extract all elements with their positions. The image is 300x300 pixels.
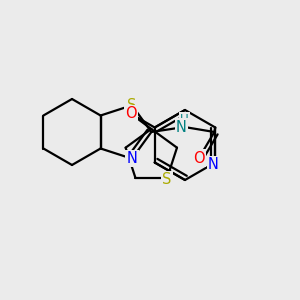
- Text: O: O: [125, 106, 137, 122]
- Text: S: S: [163, 172, 172, 187]
- Text: N: N: [208, 157, 219, 172]
- Text: N: N: [127, 151, 137, 166]
- Text: O: O: [194, 151, 205, 166]
- Text: N: N: [176, 119, 187, 134]
- Text: H: H: [180, 112, 189, 125]
- Text: S: S: [127, 98, 137, 113]
